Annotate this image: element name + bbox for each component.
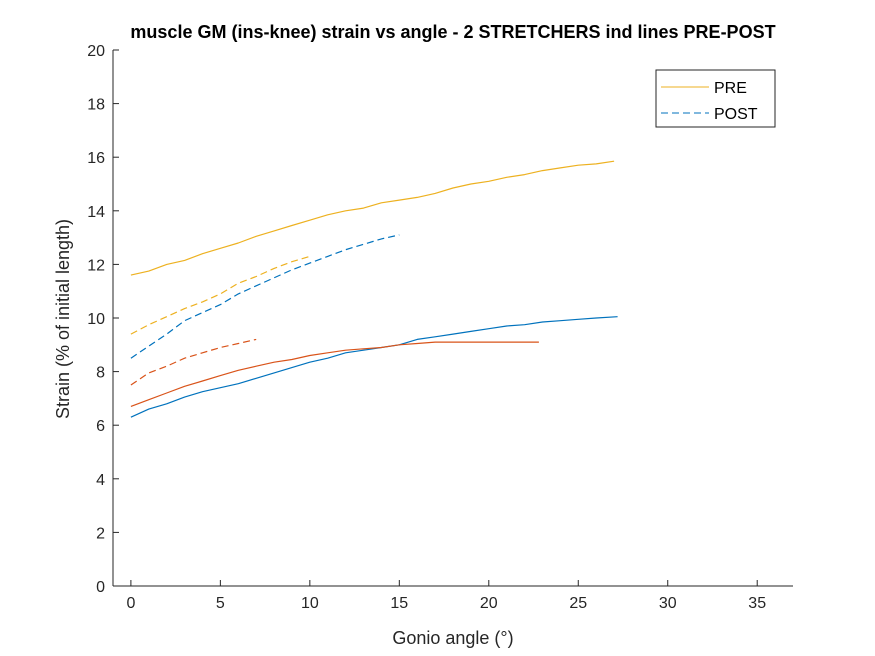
- x-tick-label: 15: [390, 595, 408, 612]
- series-line-red-subject-pre: [130, 341, 539, 407]
- y-tick-label: 6: [96, 418, 105, 435]
- x-tick-label: 20: [480, 595, 498, 612]
- x-tick-label: 10: [301, 595, 319, 612]
- y-tick-label: 4: [96, 472, 105, 489]
- series-line-blue-subject-pre: [130, 316, 618, 418]
- axes-background: [113, 50, 793, 586]
- x-tick-label: 25: [569, 595, 587, 612]
- legend-pre-label: PRE: [714, 80, 747, 97]
- chart-title: muscle GM (ins-knee) strain vs angle - 2…: [130, 22, 775, 42]
- y-tick-label: 8: [96, 365, 105, 382]
- x-tick-label: 5: [216, 595, 225, 612]
- series-line-orange-subject-post: [130, 255, 310, 335]
- y-tick-label: 18: [87, 97, 105, 114]
- y-tick-label: 10: [87, 311, 105, 328]
- plot-area: 0 5 10 15 20 25 30 35 0 2 4 6 8 10 12 14 16 18 20: [87, 43, 793, 612]
- x-tick-label: 0: [126, 595, 135, 612]
- y-tick-label: 14: [87, 204, 105, 221]
- series-line-blue-subject-post: [130, 234, 400, 359]
- series-line-orange-subject-pre: [130, 160, 615, 276]
- x-axis-label: Gonio angle (°): [392, 628, 513, 648]
- series-layer: [130, 160, 618, 418]
- legend: PRE POST: [655, 69, 776, 128]
- y-tick-label: 2: [96, 525, 105, 542]
- y-tick-label: 0: [96, 579, 105, 596]
- y-tick-label: 16: [87, 150, 105, 167]
- ticks-layer: 0 5 10 15 20 25 30 35 0 2 4 6 8 10 12 14 16 18 20: [87, 43, 766, 612]
- x-tick-label: 30: [659, 595, 677, 612]
- y-tick-label: 20: [87, 43, 105, 60]
- y-axis-label: Strain (% of initial length): [53, 219, 73, 419]
- series-line-red-subject-post: [130, 338, 257, 386]
- y-tick-label: 12: [87, 257, 105, 274]
- legend-post-label: POST: [714, 106, 758, 123]
- legend-box: [655, 69, 776, 128]
- x-tick-label: 35: [748, 595, 766, 612]
